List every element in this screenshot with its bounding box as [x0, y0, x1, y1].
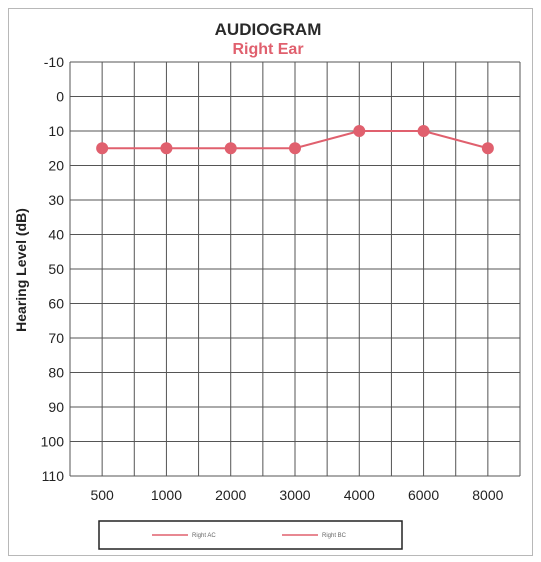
y-tick-label: 70 [48, 330, 64, 346]
legend: Right AC Right BC [98, 520, 403, 550]
data-point [289, 142, 301, 155]
y-tick-label: 50 [48, 261, 64, 277]
data-point [353, 125, 366, 137]
data-point [224, 142, 237, 155]
y-tick-label: 80 [48, 365, 64, 381]
y-tick-label: 40 [48, 227, 64, 243]
y-tick-label: 0 [56, 89, 64, 105]
data-point [417, 125, 430, 137]
y-axis-label: Hearing Level (dB) [13, 208, 29, 332]
y-tick-label: -10 [44, 54, 64, 70]
chart-subtitle: Right Ear [232, 41, 303, 58]
y-tick-label: 30 [48, 192, 64, 208]
y-tick-label: 110 [42, 468, 65, 484]
y-tick-label: 100 [41, 434, 65, 450]
x-tick-label: 1000 [151, 487, 182, 503]
x-tick-label: 6000 [408, 487, 439, 503]
y-tick-label: 60 [48, 296, 64, 312]
x-tick-label: 3000 [279, 487, 310, 503]
y-tick-label: 10 [48, 123, 64, 139]
data-point [481, 142, 494, 155]
legend-label: Right BC [322, 533, 347, 539]
x-tick-label: 8000 [472, 487, 503, 503]
grid [69, 61, 521, 477]
data-point [96, 142, 109, 155]
y-tick-label: 90 [48, 399, 64, 415]
legend-box [98, 520, 403, 550]
y-tick-label: 20 [48, 158, 64, 174]
x-tick-label: 2000 [215, 487, 246, 503]
chart-frame [8, 8, 533, 556]
axis-ticks: -10 0 10 20 30 40 50 60 70 80 90 100 110 500 1000 2000 3… [41, 54, 504, 503]
series-layer [96, 125, 494, 155]
x-tick-label: 4000 [344, 487, 375, 503]
x-tick-label: 500 [90, 487, 114, 503]
data-point [160, 142, 173, 155]
legend-label: Right AC [192, 533, 216, 539]
chart-title: AUDIOGRAM [215, 20, 322, 39]
